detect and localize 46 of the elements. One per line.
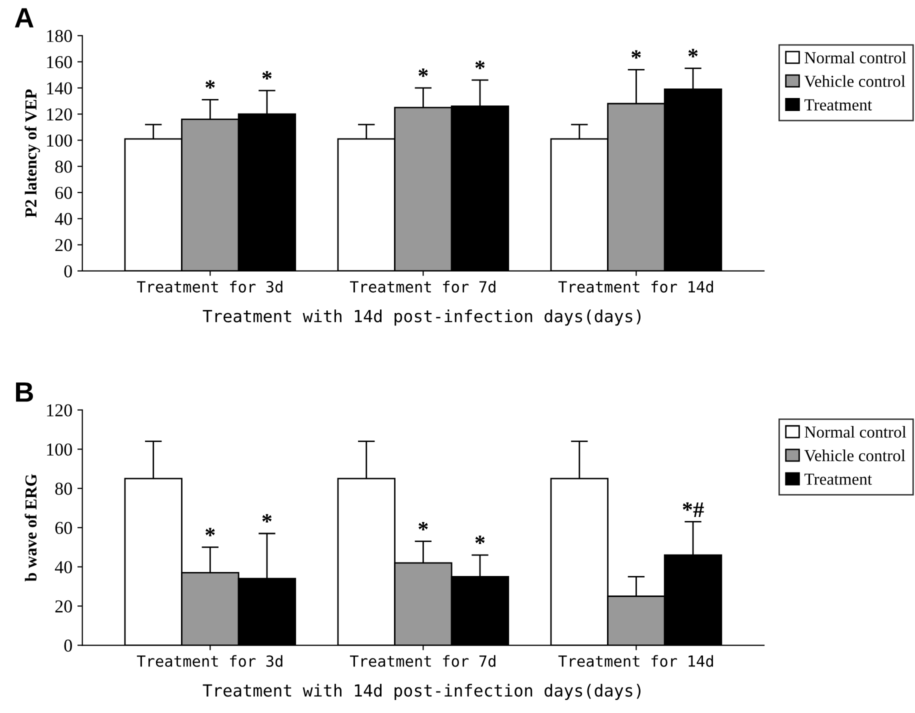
y-tick-label: 100 xyxy=(47,134,72,147)
x-tick-label: Treatment for 14d xyxy=(558,655,713,667)
x-tick-label: Treatment for 3d xyxy=(136,280,282,293)
y-tick-label: 40 xyxy=(54,561,72,574)
chart-title: A xyxy=(14,8,34,28)
data-label: * xyxy=(632,50,641,59)
y-tick-label: 20 xyxy=(55,600,72,612)
x-tick-label: Treatment for 7d xyxy=(350,655,496,667)
y-tick-label: 100 xyxy=(47,443,72,456)
y-tick-label: 80 xyxy=(55,482,72,495)
y-tick-label: 120 xyxy=(47,108,72,121)
y-axis-title: P2 latency of VEP xyxy=(24,89,40,218)
y-tick-label: 80 xyxy=(55,160,72,173)
data-label: * xyxy=(418,522,428,530)
y-tick-label: 40 xyxy=(54,212,72,226)
y-tick-label: 0 xyxy=(64,640,72,652)
legend-label: Treatment xyxy=(804,474,872,485)
data-label: * xyxy=(262,514,272,522)
y-tick-label: 140 xyxy=(47,82,72,94)
data-label: * xyxy=(262,71,272,80)
data-label: * xyxy=(688,48,698,58)
legend-label: Vehicle control xyxy=(804,450,906,462)
legend-label: Vehicle control xyxy=(804,75,906,88)
chart-title: B xyxy=(16,382,33,402)
y-tick-label: 0 xyxy=(64,265,72,278)
y-tick-label: 120 xyxy=(47,404,72,416)
y-tick-label: 20 xyxy=(55,239,72,252)
data-label: * xyxy=(418,68,428,77)
x-tick-label: Treatment for 3d xyxy=(136,655,282,667)
data-label: * xyxy=(475,536,485,544)
legend-label: Normal control xyxy=(804,52,906,64)
data-label: * xyxy=(206,80,215,89)
y-axis-title: b wave of ERG xyxy=(24,474,37,582)
legend-label: Treatment xyxy=(804,99,872,110)
x-tick-label: Treatment for 14d xyxy=(558,280,713,293)
y-tick-label: 60 xyxy=(55,522,72,534)
data-label: * xyxy=(206,528,215,536)
y-tick-label: 160 xyxy=(47,56,72,68)
x-tick-label: Treatment for 7d xyxy=(350,280,496,293)
legend-label: Normal control xyxy=(804,426,906,438)
x-axis-title: Treatment with 14d post-infection days(days) xyxy=(202,310,640,326)
y-tick-label: 60 xyxy=(55,186,72,199)
data-label: *# xyxy=(682,502,704,518)
x-axis-title: Treatment with 14d post-infection days(days) xyxy=(202,684,640,700)
data-label: * xyxy=(475,60,485,70)
y-tick-label: 180 xyxy=(47,30,72,42)
